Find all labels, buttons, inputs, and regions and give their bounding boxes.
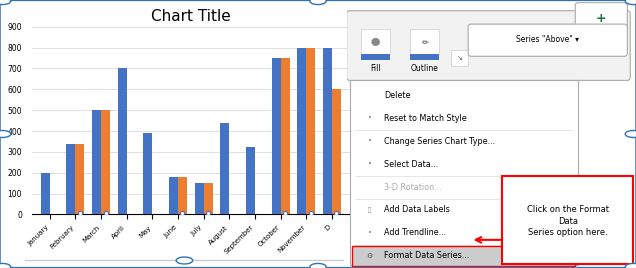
Bar (41, 173, 50, 214)
Text: Change Series Chart Type...: Change Series Chart Type... (384, 137, 495, 146)
Title: Chart Title: Chart Title (151, 9, 231, 24)
Text: 3-D Rotation...: 3-D Rotation... (384, 183, 442, 192)
Text: Reset to Match Style: Reset to Match Style (384, 114, 467, 123)
Text: 🏷: 🏷 (368, 207, 371, 213)
Bar (220, 123, 229, 214)
Bar (410, 29, 439, 54)
Bar (352, 246, 575, 266)
Text: •: • (368, 230, 372, 236)
Bar (66, 144, 76, 214)
Text: Format Data Series...: Format Data Series... (384, 251, 469, 260)
Text: ↘: ↘ (457, 55, 462, 61)
Bar (169, 177, 178, 214)
Text: Add Trendline...: Add Trendline... (384, 228, 446, 237)
Text: •: • (368, 115, 372, 121)
Text: ✏: ✏ (421, 37, 428, 46)
Bar (350, 80, 578, 265)
Text: ▶: ▶ (567, 207, 572, 213)
Bar (246, 147, 255, 214)
Bar (323, 48, 332, 214)
Bar (204, 183, 212, 214)
Bar (118, 69, 127, 214)
Text: Outline: Outline (411, 64, 439, 73)
Bar (280, 58, 289, 214)
Text: ⚙: ⚙ (366, 253, 373, 259)
FancyBboxPatch shape (468, 24, 627, 56)
Bar (332, 89, 341, 214)
FancyBboxPatch shape (347, 11, 630, 80)
Bar (410, 54, 439, 60)
Text: Select Data...: Select Data... (384, 159, 438, 169)
Text: ⬤: ⬤ (371, 37, 380, 46)
Bar (306, 48, 315, 214)
Bar (451, 50, 468, 66)
FancyBboxPatch shape (575, 3, 627, 35)
Bar (297, 48, 306, 214)
Bar (352, 246, 575, 266)
Text: +: + (596, 12, 607, 25)
Bar (178, 177, 187, 214)
Text: •: • (368, 161, 372, 167)
Text: Series "Above" ▾: Series "Above" ▾ (516, 35, 579, 44)
Text: Click on the Format
Data
Series option here.: Click on the Format Data Series option h… (527, 205, 609, 237)
Bar (195, 183, 204, 214)
Bar (101, 110, 110, 214)
Text: Add Data Labels: Add Data Labels (384, 206, 450, 214)
Bar (76, 144, 85, 214)
Text: •: • (368, 138, 372, 144)
Bar (361, 29, 390, 54)
Bar (361, 54, 390, 60)
Bar (143, 133, 153, 214)
Text: Fill: Fill (370, 64, 381, 73)
Bar (272, 58, 280, 214)
Bar (92, 110, 101, 214)
Text: Delete: Delete (384, 91, 411, 100)
